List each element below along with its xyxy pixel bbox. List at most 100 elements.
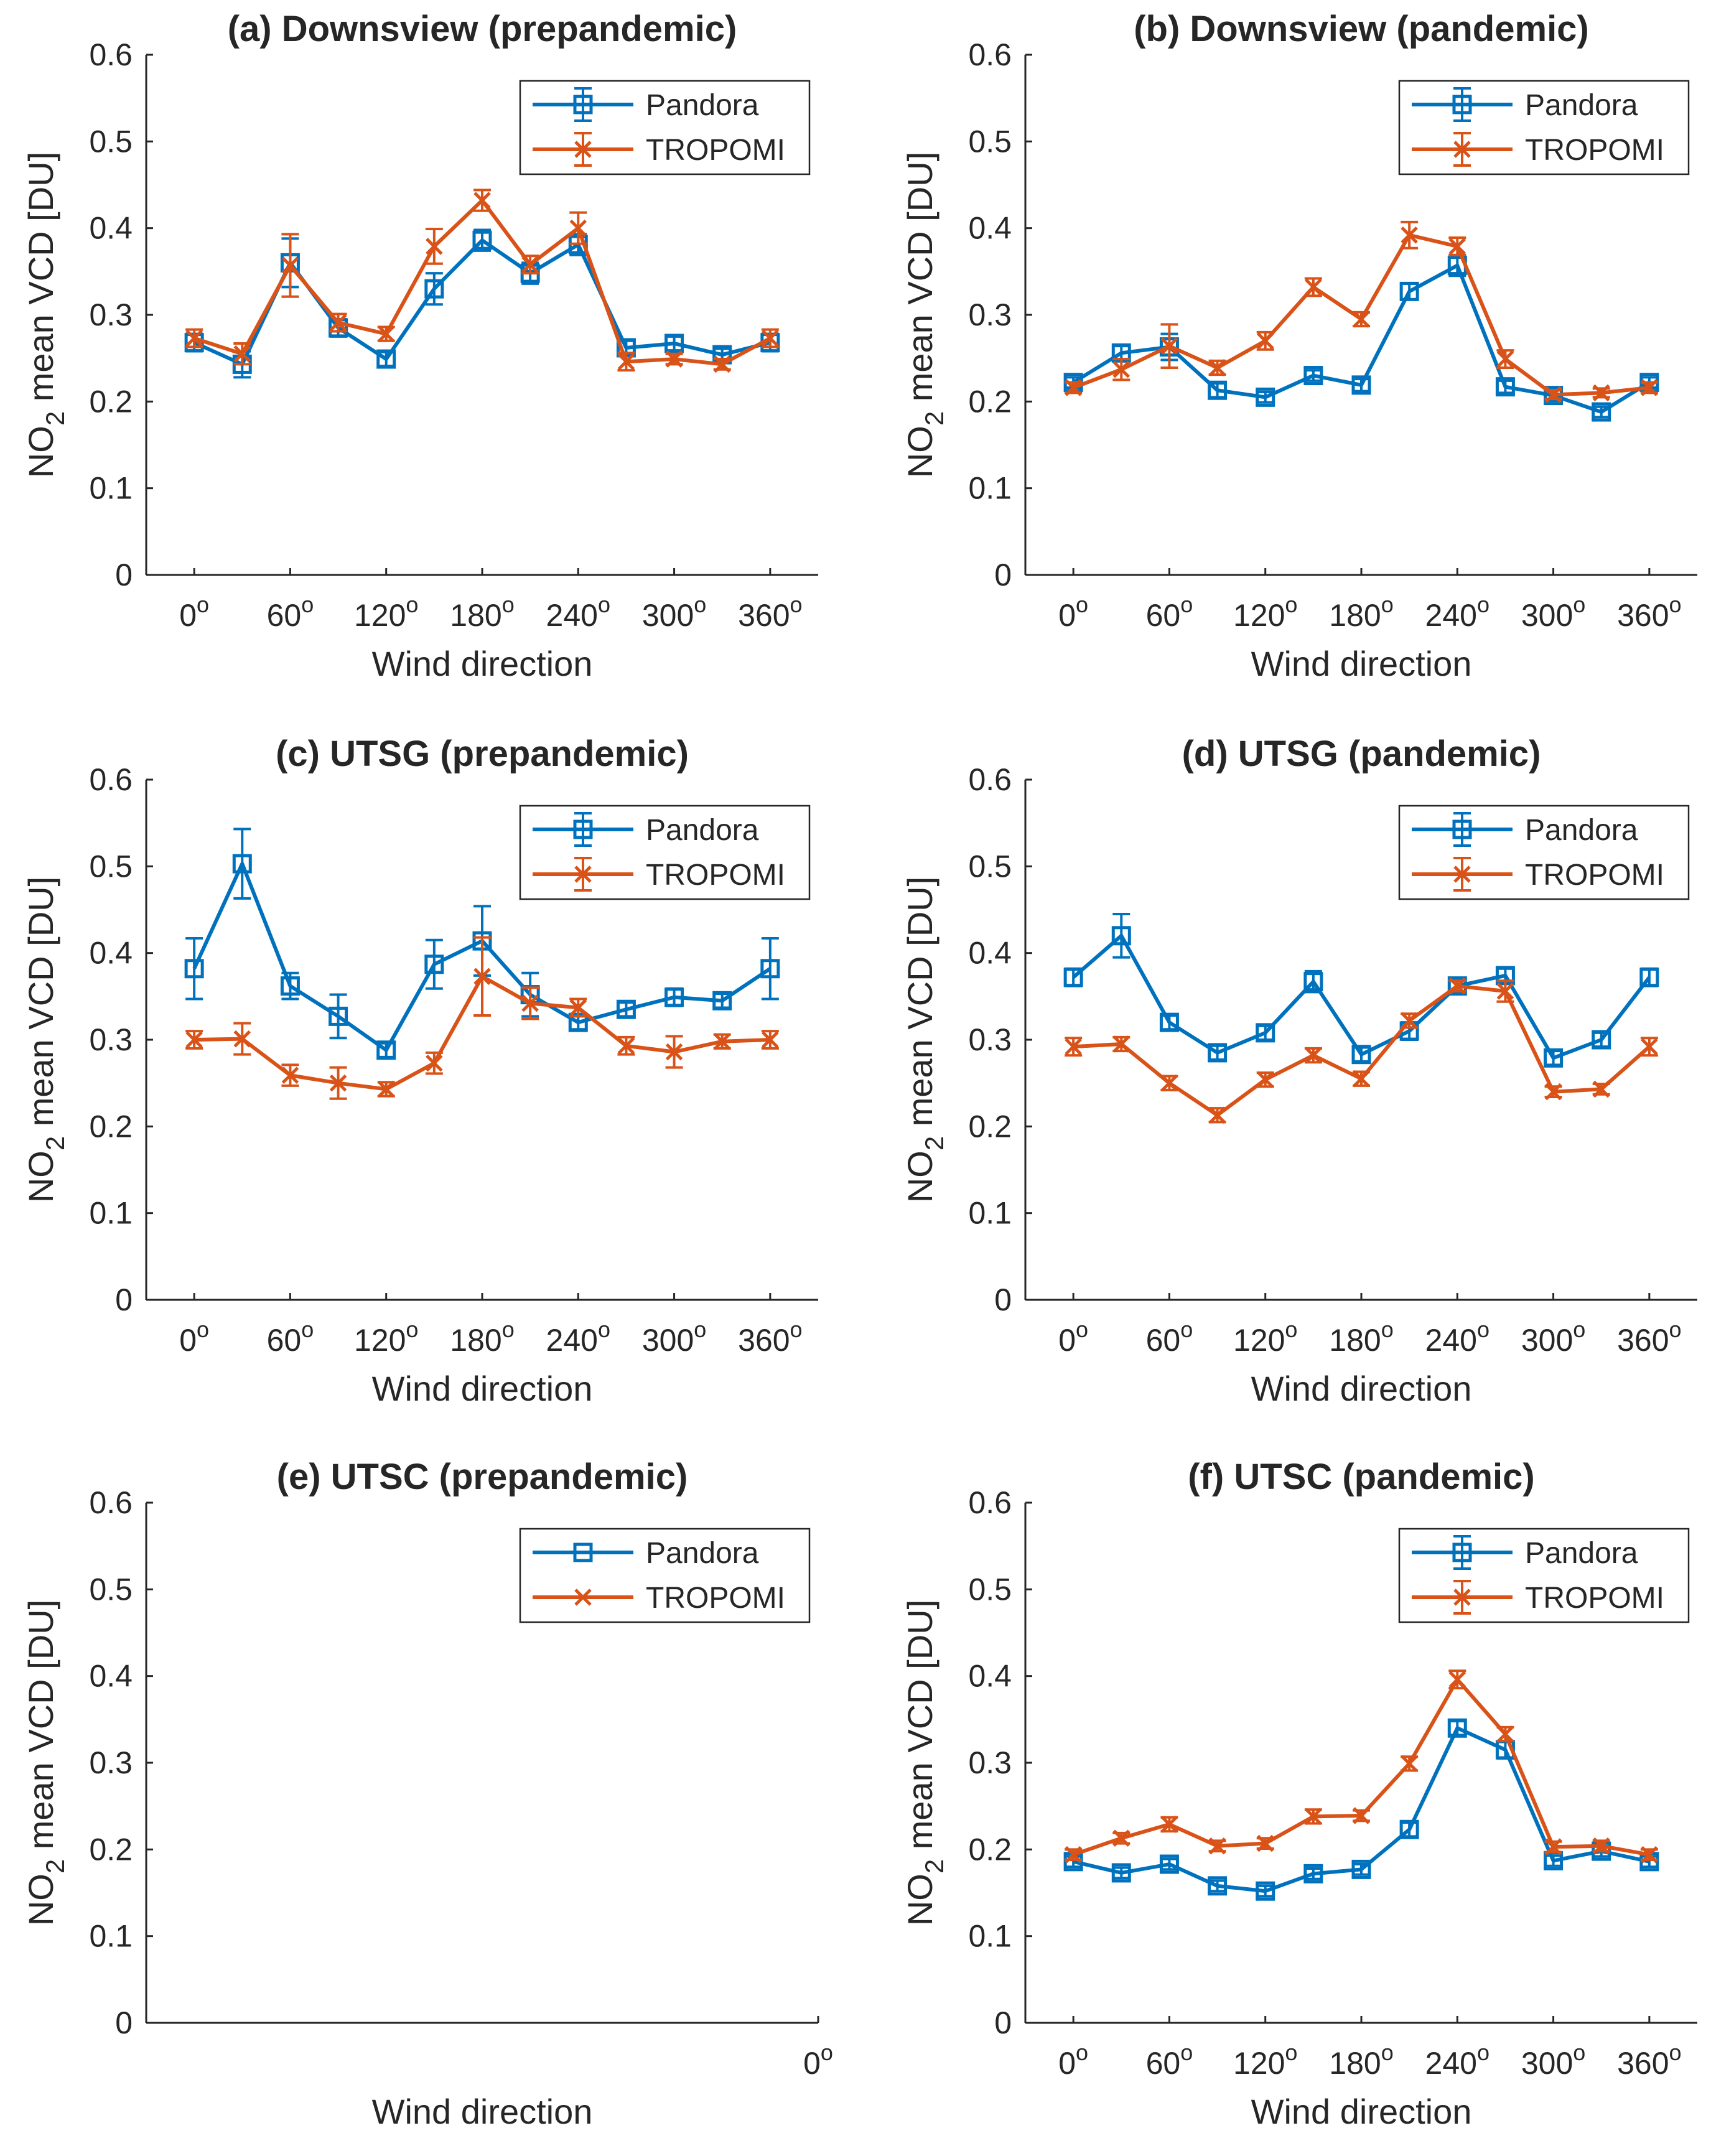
x-tick-label: 360o: [738, 592, 802, 633]
x-tick-label: 300o: [1521, 592, 1585, 633]
x-tick-label: 0o: [179, 592, 209, 633]
data-point: [1303, 972, 1323, 992]
data-point: [329, 314, 347, 332]
data-point: [376, 1040, 396, 1060]
data-point: [1160, 1816, 1178, 1833]
y-tick-label: 0.2: [89, 384, 133, 419]
legend-item-pandora: Pandora: [1412, 1535, 1638, 1570]
data-point: [1208, 1876, 1228, 1896]
legend-marker: [1453, 1589, 1471, 1606]
data-point: [1641, 379, 1658, 396]
data-point: [1641, 1038, 1658, 1055]
data-point: [1351, 375, 1371, 395]
series-tropomi: [185, 936, 779, 1100]
data-point: [329, 1006, 348, 1026]
legend-label: TROPOMI: [646, 859, 785, 892]
data-point: [762, 329, 779, 347]
data-point: [1592, 1080, 1610, 1098]
data-point: [712, 991, 732, 1010]
y-tick-label: 0.1: [89, 1196, 133, 1231]
data-point: [1641, 1846, 1658, 1864]
x-tick-label: 240o: [546, 592, 610, 633]
legend-item-pandora: Pandora: [1412, 812, 1638, 847]
legend-label: TROPOMI: [1525, 134, 1664, 167]
data-point: [760, 959, 780, 979]
data-point: [1544, 1083, 1562, 1101]
data-point: [1256, 1834, 1274, 1852]
legend-marker: [574, 141, 592, 158]
y-tick-label: 0.5: [968, 849, 1012, 884]
legend-item-tropomi: TROPOMI: [533, 857, 785, 892]
legend-label: Pandora: [646, 1537, 759, 1570]
legend: Pandora TROPOMI: [519, 1528, 811, 1623]
x-tick-label: 120o: [1233, 2040, 1297, 2081]
legend-item-tropomi: TROPOMI: [533, 1582, 785, 1615]
x-tick-label: 360o: [1617, 2040, 1681, 2081]
data-point: [1351, 1859, 1371, 1879]
error-bar: [1208, 1879, 1226, 1893]
legend-marker: [1453, 141, 1471, 158]
data-point: [184, 959, 204, 979]
series-tropomi: [1065, 1669, 1658, 1864]
error-bar: [1160, 1857, 1178, 1871]
series-tropomi: [1065, 977, 1658, 1124]
data-point: [1111, 1863, 1131, 1883]
x-tick-label: 300o: [642, 592, 706, 633]
y-tick-label: 0.2: [89, 1832, 133, 1867]
data-point: [1065, 379, 1082, 396]
legend-label: Pandora: [646, 814, 759, 847]
data-point: [473, 968, 491, 986]
data-point: [1208, 1043, 1228, 1063]
data-point: [377, 325, 395, 343]
error-bar: [1304, 1867, 1322, 1880]
y-axis-label: NO2 mean VCD [DU]: [900, 1600, 949, 1926]
series-tropomi: [185, 189, 779, 373]
x-tick-label: 0o: [803, 2040, 833, 2081]
legend: Pandora TROPOMI: [519, 805, 811, 900]
legend-item-pandora: Pandora: [1412, 87, 1638, 122]
data-point: [1544, 1838, 1562, 1855]
series-line: [1072, 933, 1651, 1060]
data-point: [1401, 1012, 1418, 1030]
legend-label: TROPOMI: [1525, 1582, 1664, 1615]
data-point: [713, 1033, 731, 1050]
data-point: [424, 279, 444, 299]
x-tick-label: 60o: [267, 592, 314, 633]
data-point: [1256, 332, 1274, 350]
data-point: [617, 1037, 635, 1055]
y-axis-label: NO2 mean VCD [DU]: [21, 877, 70, 1203]
error-bar: [1544, 1854, 1562, 1867]
data-point: [1256, 387, 1275, 407]
chart-panel-d: (d) UTSG (pandemic) 0 0.1 0.2 0.3 0.4 0.5 0.6 0o…: [900, 734, 1697, 1408]
chart-panel-f: (f) UTSC (pandemic) 0 0.1 0.2 0.3 0.4 0.5 0.6 0o…: [900, 1457, 1697, 2131]
data-point: [1305, 1808, 1322, 1826]
y-tick-label: 0: [115, 558, 133, 592]
data-point: [1353, 1070, 1370, 1088]
data-point: [426, 238, 443, 255]
data-point: [1496, 350, 1514, 368]
chart-title: (c) UTSG (prepandemic): [276, 734, 689, 774]
y-tick-label: 0.3: [89, 1745, 133, 1780]
y-tick-label: 0.3: [89, 297, 133, 332]
x-tick-label: 180o: [450, 1317, 514, 1358]
x-axis-label: Wind direction: [1251, 1369, 1472, 1408]
chart-panel-c: (c) UTSG (prepandemic) 0 0.1 0.2 0.3 0.4 0.5 0.…: [21, 734, 818, 1408]
y-tick-label: 0: [994, 558, 1012, 592]
legend-label: Pandora: [1525, 814, 1638, 847]
error-bar: [233, 828, 251, 900]
error-bar: [1592, 1031, 1610, 1048]
legend-item-pandora: Pandora: [533, 1537, 759, 1570]
data-point: [1399, 1819, 1419, 1839]
x-tick-label: 300o: [1521, 1317, 1585, 1358]
error-bar: [1592, 405, 1610, 419]
data-point: [376, 349, 396, 369]
error-bar: [1112, 912, 1131, 959]
data-point: [1256, 1023, 1275, 1043]
data-point: [1208, 359, 1226, 376]
x-tick-label: 240o: [1425, 592, 1490, 633]
y-tick-label: 0.3: [89, 1022, 133, 1057]
x-tick-label: 0o: [179, 1317, 209, 1358]
chart-panel-a: (a) Downsview (prepandemic) 0 0.1 0.2 0.3 0.4…: [21, 9, 818, 683]
error-bar: [1353, 1863, 1370, 1876]
